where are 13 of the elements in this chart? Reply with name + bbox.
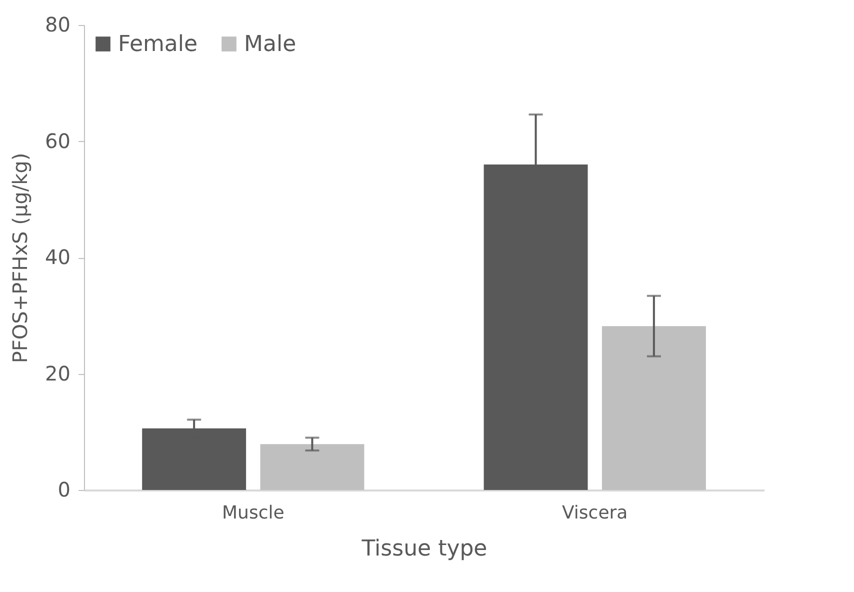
bar [260, 444, 364, 490]
y-tick-label: 20 [45, 361, 70, 386]
y-tick-label: 80 [45, 12, 70, 36]
x-axis-title: Tissue type [360, 536, 488, 562]
y-tick-label: 60 [45, 128, 70, 153]
bar [602, 326, 706, 490]
y-tick-label: 0 [58, 478, 70, 502]
y-axis-title: PFOS+PFHxS (µg/kg) [8, 152, 32, 364]
legend-label: Male [244, 32, 296, 57]
x-tick-label: Muscle [222, 502, 284, 524]
y-tick-label: 40 [45, 245, 70, 269]
x-tick-label: Viscera [562, 502, 628, 524]
legend-label: Female [118, 32, 198, 57]
